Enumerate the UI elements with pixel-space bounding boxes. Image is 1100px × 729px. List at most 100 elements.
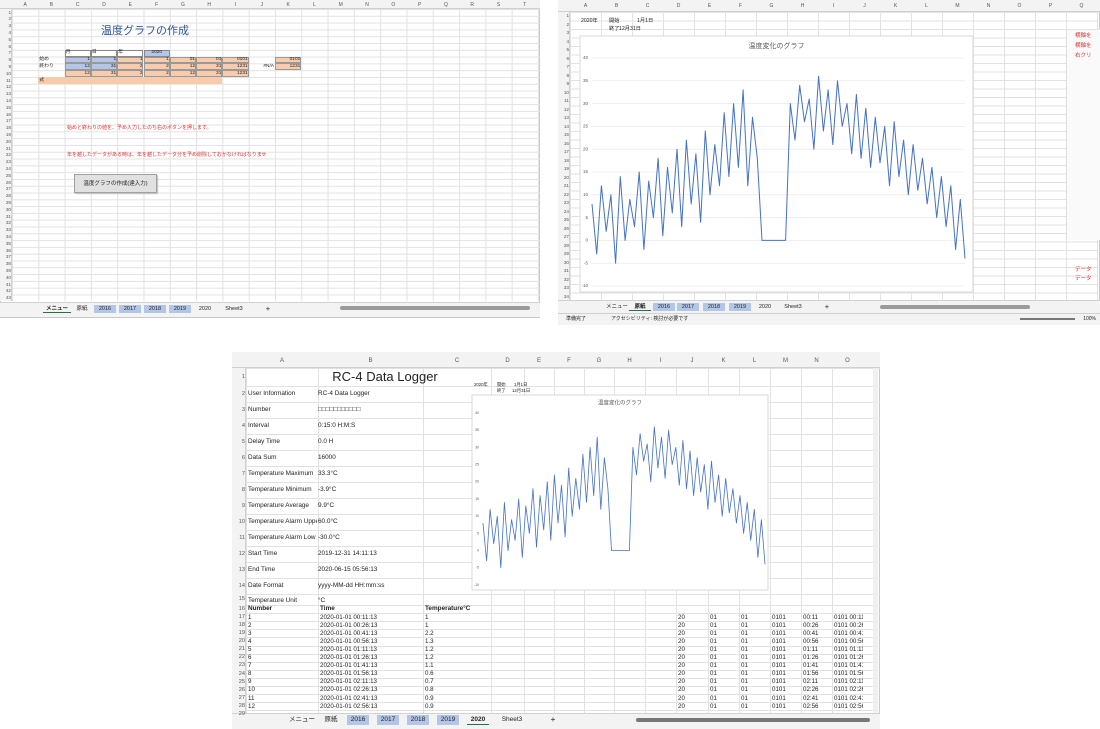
info-label: Start Time [248,550,278,558]
sheet-tab[interactable]: メニュー [289,716,315,724]
data-cell: 0.6 [425,670,434,678]
sheet-tab[interactable]: メニュー [605,303,628,310]
row-header: 11 [239,534,245,541]
sheet-tab[interactable]: Sheet3 [225,305,243,312]
data-cell: 2020-01-01 01:11:13 [320,645,377,653]
column-header: R [470,1,475,8]
row-header: 9 [8,64,11,69]
macro-button[interactable] [74,174,157,193]
table-value: 31 [216,70,222,76]
table-cell [90,70,118,77]
row-header: 6 [241,454,245,461]
table-value: 01 [189,57,196,63]
info-label: Delay Time [248,438,280,446]
table-value: 2 [139,70,143,76]
row-header: 24 [563,208,569,214]
row-header: 22 [238,654,245,661]
sheet-tab[interactable]: 2018 [407,715,429,725]
sheet-tab[interactable]: 2016 [653,302,675,312]
info-label: User Information [248,390,296,398]
data-cell: 1.2 [425,645,434,653]
data-cell: 20 [678,629,685,637]
row-header: 37 [5,254,11,260]
row-gridline [246,645,880,647]
sheet-tab[interactable]: メニュー [43,305,71,314]
data-cell: 01 [710,670,717,678]
sheet-tab[interactable]: 2017 [377,715,399,725]
table-value: 0101 [237,57,248,63]
row-gridline [246,368,880,369]
sheet-tab[interactable]: 2016 [347,715,369,725]
sheet-tab[interactable]: Sheet3 [501,716,523,724]
column-header: M [338,1,343,8]
table-cell [169,63,197,71]
column-header: C [75,1,80,8]
data-cell: 02:26 [803,686,819,694]
sheet-tab[interactable]: 2020 [758,303,772,310]
sheet-tab[interactable]: 2019 [437,715,459,725]
sheet-tab[interactable]: 2020 [467,715,489,725]
y-tick-label: 15 [475,497,479,501]
sheet-tab[interactable]: 2016 [94,304,116,314]
y-tick-label: 25 [475,463,479,467]
data-cell: 11 [248,694,255,702]
table-value: 始め [39,57,49,63]
data-cell: 01:41 [803,662,819,670]
sheet-tab[interactable]: Sheet3 [784,303,802,310]
data-cell: 01 [710,637,717,645]
sheet-tab[interactable]: 2017 [677,302,699,312]
row-header: 19 [5,132,11,137]
row-header: 4 [241,422,245,429]
instruction-note: 年を越したデータがある時は、年を越したデータ分を予め削除しておかなければなりませ [67,152,267,159]
row-gridline [246,594,880,595]
row-header: 29 [5,200,11,205]
add-sheet-button[interactable]: + [265,303,271,313]
row-header: 10 [238,518,245,525]
row-header: 34 [563,293,569,299]
add-sheet-button[interactable]: + [550,714,556,725]
row-gridline [246,629,880,631]
sheet-tab[interactable]: 原紙 [324,716,338,724]
data-cell: 1.3 [425,637,434,645]
sheet-tab[interactable]: 2019 [169,304,191,314]
row-header: 16 [563,140,569,146]
sheet-tab[interactable]: 2018 [144,304,166,314]
add-sheet-button[interactable]: + [824,301,830,311]
row-header: 12 [563,106,569,112]
sheet-tab[interactable]: 2019 [729,302,751,312]
data-cell: 01 [741,662,748,670]
data-cell: 01:11 [803,645,819,653]
column-gridline [423,368,424,713]
y-tick-label: -10 [474,583,479,587]
y-tick-label: 5 [585,215,588,220]
table-cell [90,56,118,64]
info-value: 33.3°C [318,470,338,478]
column-header: H [627,357,632,364]
column-title: Time [320,605,335,613]
table-value: 31 [216,63,222,69]
sheet-tab[interactable]: 2017 [119,304,141,314]
row-header: 5 [241,438,245,445]
table-cell [169,70,197,77]
row-gridline [246,386,880,387]
sheet-tab[interactable]: 2018 [703,302,725,312]
info-value: 2019-12-31 14:11:13 [318,550,377,558]
data-cell: 01 [741,629,748,637]
data-cell: 01 [710,645,717,653]
sheet-tab[interactable]: 原紙 [76,305,88,312]
data-cell: 20 [678,678,685,686]
macro-button-label[interactable]: 温度グラフの作成(達入力) [83,180,148,187]
sheet-tab[interactable]: 原紙 [629,303,651,312]
row-header: 1 [566,13,569,19]
info-value: 16000 [318,454,336,462]
row-header: 23 [5,159,11,165]
sheet-tab[interactable]: 2020 [198,305,212,312]
row-header-band [558,12,570,301]
table-value: 1 [87,57,90,63]
row-header: 3 [566,30,569,36]
row-header: 8 [241,486,245,493]
accessibility-status[interactable]: アクセシビリティ: 検討が必要です [611,316,689,322]
table-value: 2 [139,63,143,69]
row-header: 22 [5,152,11,158]
row-header: 28 [238,702,245,709]
